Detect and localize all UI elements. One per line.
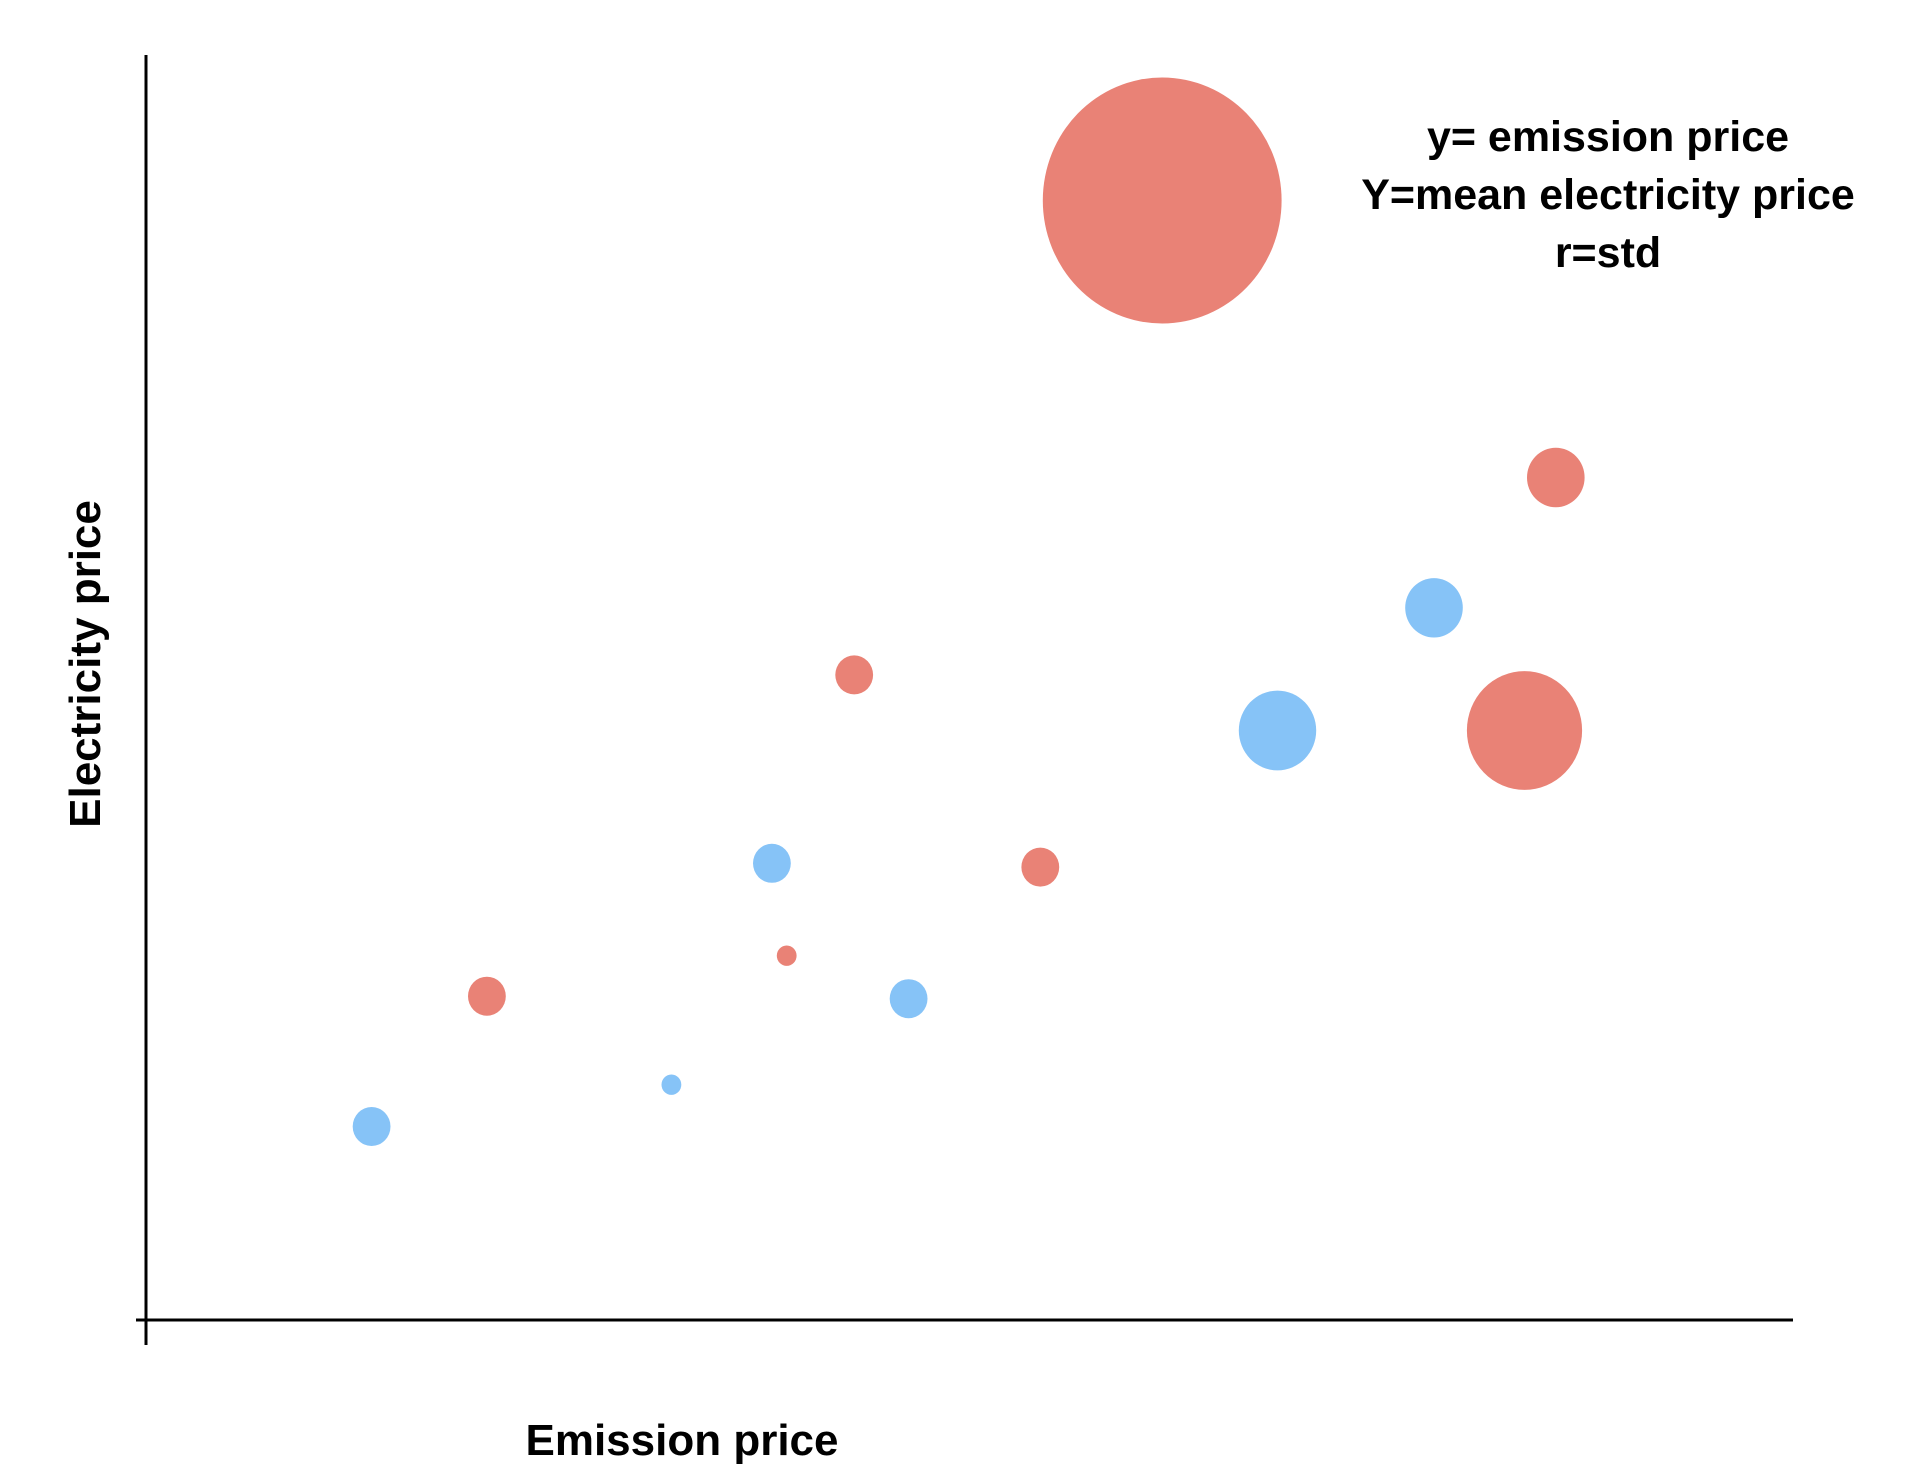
bubble-1-5 — [352, 1107, 391, 1146]
bubbles-layer — [352, 77, 1585, 1146]
bubble-0-1 — [1527, 447, 1585, 508]
bubble-1-4 — [661, 1074, 682, 1095]
x-axis-title: Emission price — [525, 1416, 838, 1465]
bubble-0-5 — [468, 976, 506, 1016]
bubble-0-3 — [1021, 847, 1060, 887]
bubble-0-0 — [1042, 77, 1282, 324]
bubble-0-4 — [1466, 671, 1583, 790]
bubble-1-2 — [753, 843, 791, 883]
bubble-0-6 — [776, 945, 797, 966]
bubble-1-0 — [1405, 578, 1463, 638]
bubble-1-3 — [889, 979, 928, 1019]
bubble-1-1 — [1238, 690, 1317, 771]
annotation-line-2: Y=mean electricity price — [1361, 171, 1855, 219]
bubble-0-2 — [835, 655, 874, 695]
y-axis-title: Electricity price — [61, 500, 110, 828]
annotation-line-3: r=std — [1555, 229, 1661, 277]
annotation-box: y= emission price Y=mean electricity pri… — [1361, 113, 1855, 277]
annotation-line-1: y= emission price — [1427, 113, 1789, 161]
